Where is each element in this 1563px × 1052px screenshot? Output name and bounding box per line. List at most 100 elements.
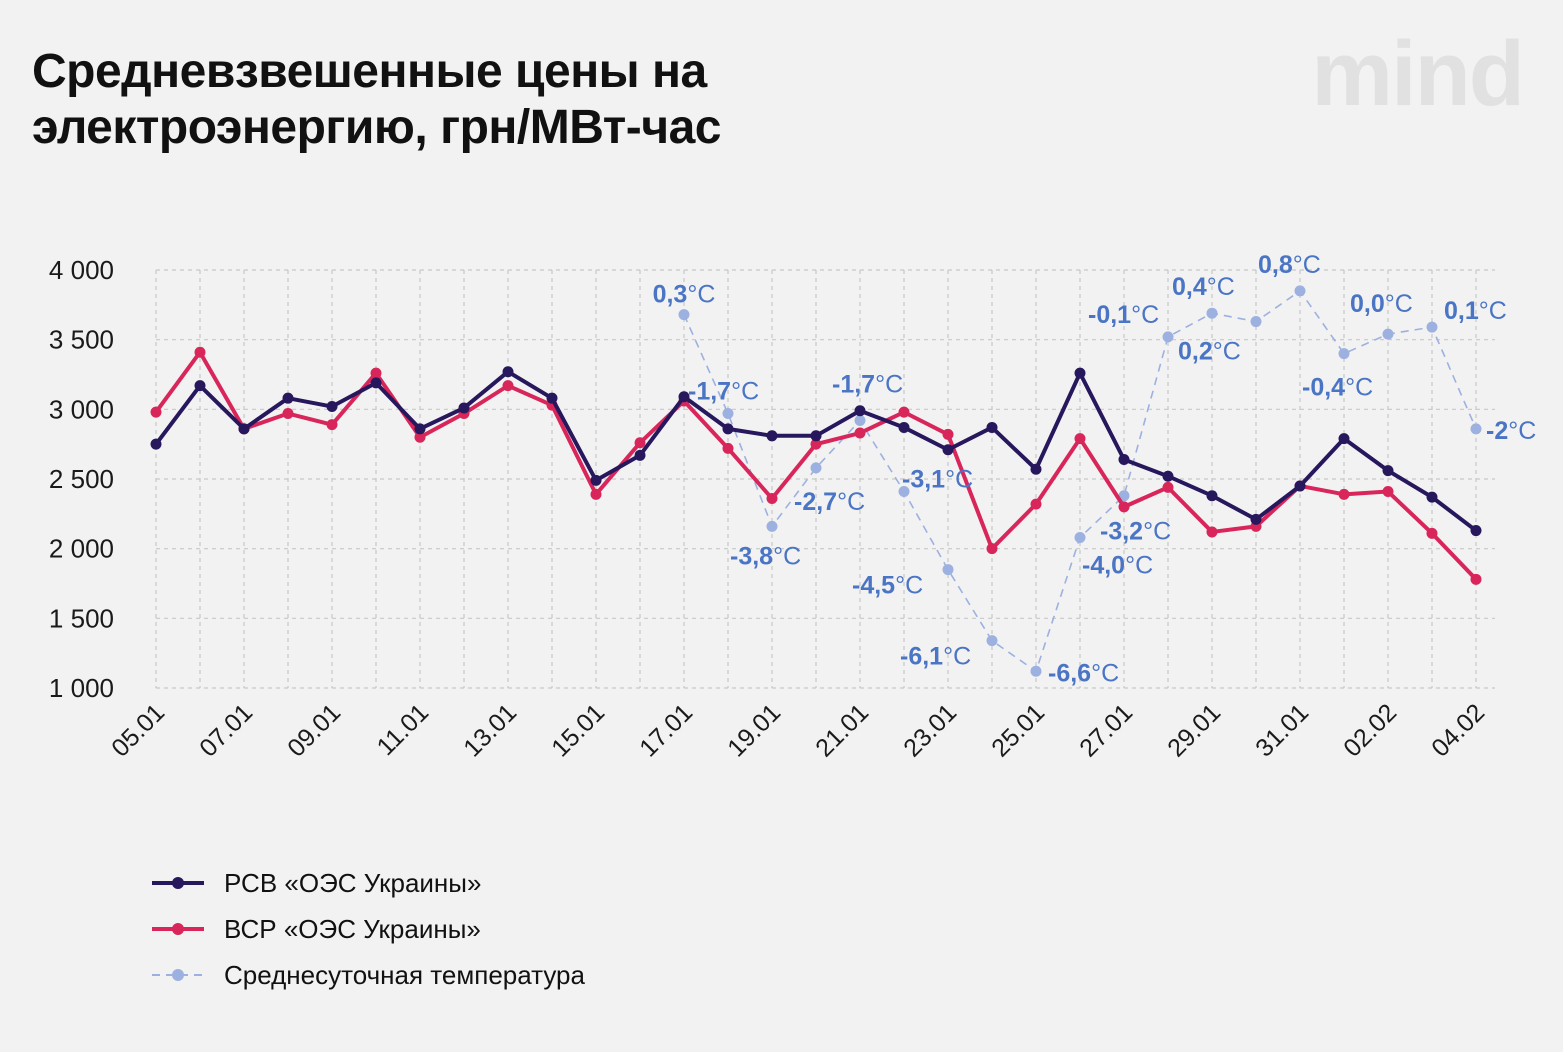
point-vsr xyxy=(722,442,734,454)
temperature-annotation: -0,1°C xyxy=(1088,301,1159,329)
y-tick-label: 1 500 xyxy=(49,603,114,633)
point-rsv xyxy=(326,401,338,413)
point-vsr xyxy=(854,427,866,439)
temperature-annotation: 0,4°C xyxy=(1172,273,1235,301)
point-rsv xyxy=(194,380,206,392)
point-rsv xyxy=(634,449,646,461)
mind-logo: mind xyxy=(1311,23,1525,125)
x-tick-label: 09.01 xyxy=(282,698,346,762)
chart-title: Средневзвешенные цены на электроэнергию,… xyxy=(32,44,722,156)
temperature-annotation: 0,0°C xyxy=(1350,290,1413,318)
title-line-2: электроэнергию, грн/МВт-час xyxy=(32,101,722,154)
point-vsr xyxy=(150,406,162,418)
temperature-annotation: 0,2°C xyxy=(1178,338,1241,366)
point-rsv xyxy=(458,402,470,414)
point-temperature xyxy=(1338,348,1350,360)
temperature-annotation: -6,6°C xyxy=(1048,659,1119,687)
point-vsr xyxy=(1470,573,1482,585)
temperature-annotation: -0,4°C xyxy=(1302,374,1373,402)
point-vsr xyxy=(810,438,822,450)
point-rsv xyxy=(1426,491,1438,503)
y-tick-label: 2 500 xyxy=(49,464,114,494)
point-rsv xyxy=(1030,463,1042,475)
legend-swatch-temperature xyxy=(152,969,204,981)
x-tick-label: 19.01 xyxy=(722,698,786,762)
point-temperature xyxy=(1162,331,1174,343)
temperature-annotation: 0,3°C xyxy=(653,281,716,309)
y-tick-label: 3 000 xyxy=(49,394,114,424)
x-tick-label: 31.01 xyxy=(1250,698,1314,762)
point-rsv xyxy=(942,444,954,456)
point-temperature xyxy=(942,564,954,576)
chart-legend: РСВ «ОЭС Украины» ВСР «ОЭС Украины» Сред… xyxy=(150,860,585,998)
point-vsr xyxy=(898,406,910,418)
x-tick-label: 25.01 xyxy=(986,698,1050,762)
temperature-annotation: -3,8°C xyxy=(730,542,801,570)
x-tick-label: 29.01 xyxy=(1162,698,1226,762)
point-vsr xyxy=(326,419,338,431)
point-temperature xyxy=(1470,423,1482,435)
temperature-annotation: -1,7°C xyxy=(688,378,759,406)
point-rsv xyxy=(854,405,866,417)
y-tick-label: 1 000 xyxy=(49,673,114,703)
y-tick-label: 2 000 xyxy=(49,534,114,564)
temperature-annotation: 0,1°C xyxy=(1444,297,1507,325)
point-vsr xyxy=(1162,481,1174,493)
x-tick-label: 13.01 xyxy=(458,698,522,762)
point-temperature xyxy=(986,635,998,647)
legend-label-temperature: Среднесуточная температура xyxy=(224,959,585,990)
point-temperature xyxy=(1382,328,1394,340)
legend-item-temperature: Среднесуточная температура xyxy=(150,952,585,998)
point-rsv xyxy=(1470,525,1482,537)
x-tick-label: 27.01 xyxy=(1074,698,1138,762)
point-vsr xyxy=(634,437,646,449)
point-vsr xyxy=(1030,498,1042,510)
point-vsr xyxy=(1206,526,1218,538)
x-tick-label: 05.01 xyxy=(106,698,170,762)
point-vsr xyxy=(1118,501,1130,513)
point-rsv xyxy=(898,421,910,433)
temperature-annotation: -3,2°C xyxy=(1100,518,1171,546)
temperature-annotation: -2°C xyxy=(1486,417,1536,445)
point-temperature xyxy=(1426,321,1438,333)
legend-item-vsr: ВСР «ОЭС Украины» xyxy=(150,906,585,952)
x-tick-label: 17.01 xyxy=(634,698,698,762)
x-tick-label: 21.01 xyxy=(810,698,874,762)
point-rsv xyxy=(1118,453,1130,465)
point-temperature xyxy=(1030,665,1042,677)
point-vsr xyxy=(370,367,382,379)
point-rsv xyxy=(1382,465,1394,477)
point-vsr xyxy=(414,431,426,443)
legend-item-rsv: РСВ «ОЭС Украины» xyxy=(150,860,585,906)
legend-swatch-vsr xyxy=(152,923,204,935)
point-rsv xyxy=(766,430,778,442)
title-line-1: Средневзвешенные цены на xyxy=(32,45,707,98)
point-vsr xyxy=(942,428,954,440)
legend-label-rsv: РСВ «ОЭС Украины» xyxy=(224,867,482,898)
y-tick-label: 3 500 xyxy=(49,325,114,355)
x-tick-label: 04.02 xyxy=(1426,698,1490,762)
point-rsv xyxy=(722,423,734,435)
temperature-annotation: -4,0°C xyxy=(1082,552,1153,580)
x-tick-label: 02.02 xyxy=(1338,698,1402,762)
point-rsv xyxy=(810,430,822,442)
temperature-annotation: -3,1°C xyxy=(902,466,973,494)
point-rsv xyxy=(590,474,602,486)
point-temperature xyxy=(1206,307,1218,319)
point-rsv xyxy=(1294,480,1306,492)
point-rsv xyxy=(1338,433,1350,445)
point-vsr xyxy=(1074,433,1086,445)
point-temperature xyxy=(1118,490,1130,502)
point-temperature xyxy=(1074,532,1086,544)
point-vsr xyxy=(766,493,778,505)
point-rsv xyxy=(1250,513,1262,525)
point-rsv xyxy=(546,392,558,404)
point-rsv xyxy=(414,423,426,435)
x-tick-label: 07.01 xyxy=(194,698,258,762)
x-tick-label: 23.01 xyxy=(898,698,962,762)
point-vsr xyxy=(1338,488,1350,500)
point-rsv xyxy=(502,366,514,378)
temperature-annotation: -2,7°C xyxy=(794,488,865,516)
point-temperature xyxy=(898,486,910,498)
